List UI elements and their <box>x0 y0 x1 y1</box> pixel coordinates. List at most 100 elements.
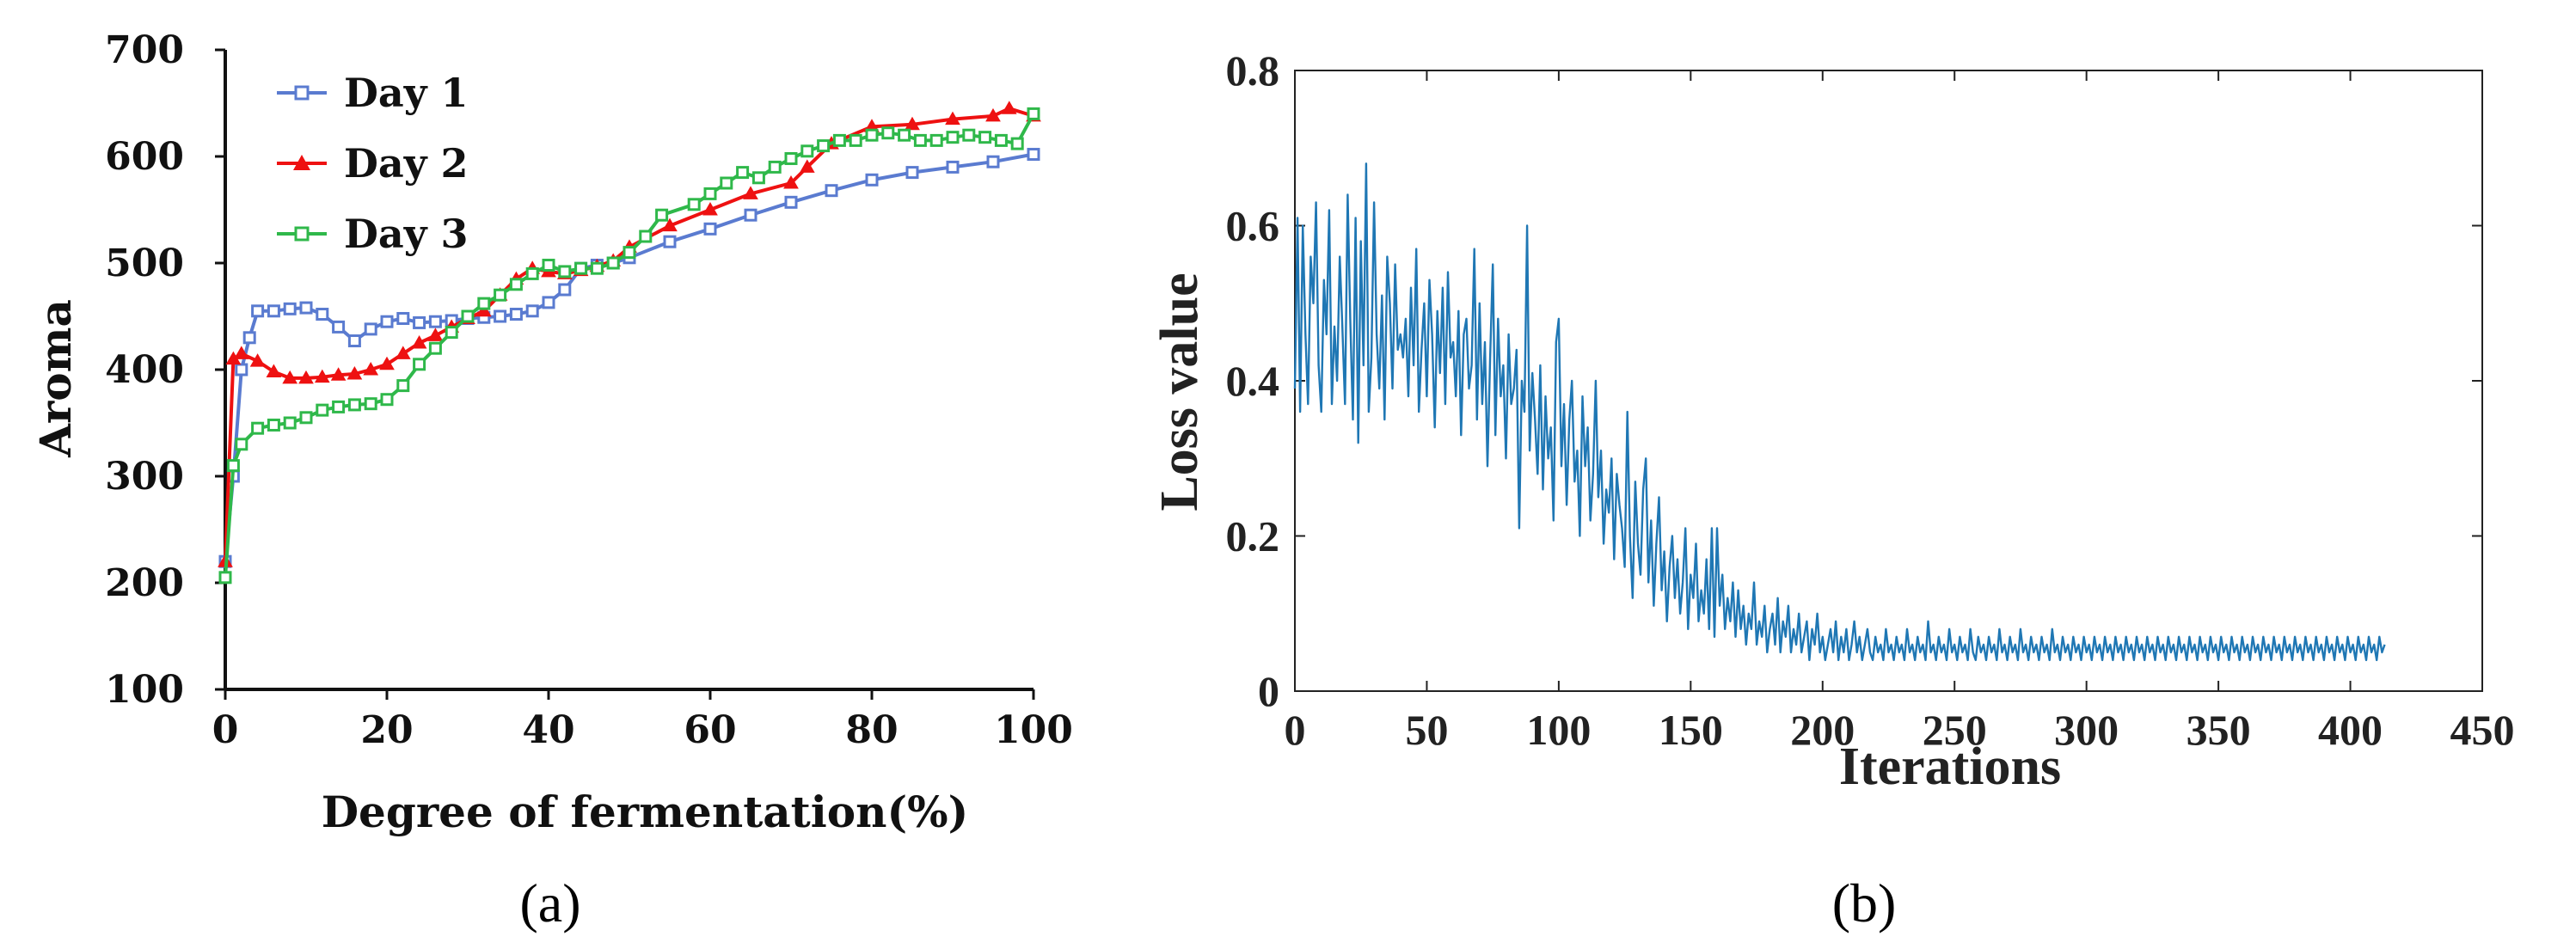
chart-a-ylabel: Aroma <box>30 299 81 458</box>
chart-a-point-day-1 <box>380 315 394 328</box>
chart-b-x-tick-label: 400 <box>2318 706 2383 754</box>
chart-a-point-day-3 <box>898 128 911 142</box>
chart-a-point-day-3 <box>929 133 943 147</box>
chart-a-y-tick-label: 600 <box>105 135 184 179</box>
chart-a-point-day-1 <box>1027 148 1040 162</box>
chart-a-point-day-3 <box>962 128 976 142</box>
chart-a-point-day-2 <box>1001 101 1017 114</box>
chart-a-point-day-2 <box>702 201 718 216</box>
chart-b-loss: 0 50 100 150 200 250 300 350 400 450 0 0.2 0.4 0.6 0.8… <box>1150 46 2515 796</box>
chart-a-point-day-1 <box>251 304 265 318</box>
chart-a-point-day-3 <box>768 160 782 174</box>
chart-a-legend-label-day-3: Day 3 <box>344 211 468 257</box>
caption-b: (b) <box>1832 872 1897 934</box>
chart-a-point-day-3 <box>590 261 604 275</box>
chart-b-y-tick-label: 0.8 <box>1226 46 1280 95</box>
chart-b-plot-frame <box>1294 70 2483 692</box>
chart-a-point-day-2 <box>427 328 444 341</box>
chart-a-legend-marker-day-2 <box>293 155 310 170</box>
chart-a-point-day-1 <box>283 302 297 315</box>
chart-a-point-day-3 <box>832 133 846 147</box>
chart-a-legend-marker-day-1 <box>294 85 310 101</box>
chart-a-point-day-1 <box>703 222 717 236</box>
chart-a-point-day-1 <box>663 235 677 248</box>
chart-a-point-day-3 <box>218 571 232 585</box>
chart-a-y-tick-label: 500 <box>105 242 184 285</box>
chart-b-y-tick-label: 0.2 <box>1226 512 1280 560</box>
chart-a-point-day-3 <box>525 266 539 280</box>
chart-a-point-day-3 <box>1027 107 1040 120</box>
chart-a-point-day-2 <box>249 353 266 367</box>
chart-a-point-day-2 <box>985 107 1001 122</box>
chart-a-point-day-3 <box>332 400 346 413</box>
chart-a-point-day-3 <box>606 256 620 270</box>
chart-a-x-tick-label: 0 <box>212 708 239 752</box>
chart-a-legend: Day 1 Day 2 Day 3 <box>277 70 468 257</box>
chart-a-point-day-3 <box>865 128 879 142</box>
chart-a-point-day-1 <box>299 301 313 315</box>
chart-b-series <box>1293 162 2386 662</box>
chart-a-point-day-3 <box>784 151 798 165</box>
chart-a-point-day-1 <box>332 320 346 334</box>
chart-a-point-day-2 <box>379 356 395 370</box>
chart-a-point-day-3 <box>558 265 572 279</box>
chart-a-point-day-1 <box>347 334 361 348</box>
chart-a-point-day-2 <box>282 370 298 384</box>
chart-a-point-day-3 <box>299 411 313 425</box>
chart-a-point-day-1 <box>235 363 248 377</box>
chart-a-y-tick-label: 100 <box>105 668 184 712</box>
chart-a-point-day-3 <box>494 288 507 302</box>
chart-a-point-day-3 <box>283 416 297 430</box>
chart-a-point-day-1 <box>784 195 798 209</box>
chart-a-point-day-2 <box>475 303 492 317</box>
chart-a-point-day-1 <box>413 315 426 329</box>
chart-a-point-day-3 <box>542 258 555 272</box>
chart-b-y-tick-label: 0.4 <box>1226 357 1280 405</box>
chart-a-point-day-3 <box>720 176 733 190</box>
chart-b-x-tick-label: 50 <box>1405 706 1448 754</box>
chart-a-point-day-2 <box>799 159 815 173</box>
chart-a-point-day-3 <box>623 246 636 260</box>
chart-b-x-tick-label: 250 <box>1923 706 1987 754</box>
chart-a-point-day-2 <box>411 334 427 349</box>
chart-a-point-day-3 <box>316 403 329 417</box>
chart-a-point-day-3 <box>639 230 653 243</box>
chart-b-x-tick-label: 450 <box>2450 706 2515 754</box>
chart-a-point-day-3 <box>946 131 960 144</box>
chart-a-point-day-2 <box>298 370 314 384</box>
chart-a-point-day-3 <box>251 421 265 435</box>
chart-b-x-tick-label: 100 <box>1526 706 1591 754</box>
chart-a-point-day-2 <box>395 346 411 359</box>
chart-b-x-tick-label: 200 <box>1790 706 1855 754</box>
chart-a-point-day-1 <box>396 311 410 325</box>
chart-a-point-day-2 <box>662 217 678 232</box>
caption-a: (a) <box>519 872 580 934</box>
chart-a-point-day-3 <box>235 438 248 451</box>
chart-a-legend-marker-day-3 <box>294 226 310 242</box>
chart-b-loss-line <box>1293 162 2386 662</box>
chart-a-series <box>218 101 1041 585</box>
chart-a-point-day-3 <box>751 171 765 185</box>
chart-a-point-day-1 <box>267 304 280 318</box>
chart-a-point-day-3 <box>817 139 831 153</box>
chart-a-point-day-1 <box>558 283 572 297</box>
chart-a-x-tick-label: 20 <box>360 708 413 752</box>
chart-a-point-day-1 <box>494 309 507 323</box>
chart-a-point-day-3 <box>655 208 669 222</box>
chart-a-point-day-3 <box>913 133 927 147</box>
chart-a-point-day-3 <box>881 126 895 140</box>
chart-a-point-day-3 <box>413 358 426 371</box>
chart-a-axes: 0 20 40 60 80 100 100 200 300 400 500 600 700 <box>105 28 1073 752</box>
chart-a-point-day-3 <box>849 133 862 147</box>
chart-b-y-tick-label: 0.6 <box>1226 202 1280 250</box>
chart-a-point-day-3 <box>396 379 410 393</box>
chart-a-point-day-3 <box>267 418 280 432</box>
chart-a-point-day-1 <box>316 308 329 321</box>
chart-b-x-tick-label: 0 <box>1285 706 1306 754</box>
chart-b-xlabel: Iterations <box>1839 738 2061 796</box>
chart-a-point-day-3 <box>461 309 475 323</box>
chart-a-point-day-2 <box>363 361 379 376</box>
chart-a-point-day-1 <box>242 331 256 345</box>
chart-a-point-day-3 <box>736 166 750 180</box>
